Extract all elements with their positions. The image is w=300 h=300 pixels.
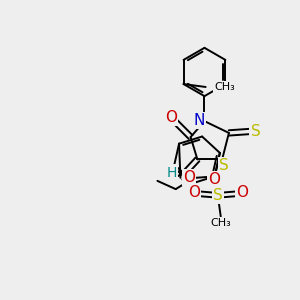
Text: CH₃: CH₃ <box>210 218 231 228</box>
Text: O: O <box>188 185 200 200</box>
Text: CH₃: CH₃ <box>214 82 235 92</box>
Text: S: S <box>219 158 229 173</box>
Text: O: O <box>236 185 248 200</box>
Text: O: O <box>208 172 220 187</box>
Text: N: N <box>194 113 205 128</box>
Text: O: O <box>183 170 195 185</box>
Text: O: O <box>165 110 177 125</box>
Text: S: S <box>213 188 223 203</box>
Text: S: S <box>250 124 260 139</box>
Text: H: H <box>167 166 177 179</box>
